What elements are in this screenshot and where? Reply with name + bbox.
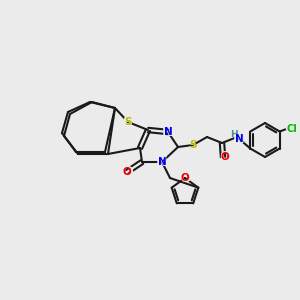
- Text: O: O: [181, 173, 189, 183]
- Text: H: H: [230, 130, 238, 139]
- Text: S: S: [188, 138, 198, 152]
- Text: Cl: Cl: [286, 124, 297, 134]
- Text: O: O: [219, 150, 231, 164]
- Text: S: S: [124, 117, 132, 127]
- Text: N: N: [158, 157, 166, 167]
- Text: O: O: [121, 165, 133, 179]
- Text: N: N: [233, 132, 245, 146]
- Text: O: O: [123, 167, 131, 177]
- Text: N: N: [164, 127, 172, 137]
- Text: O: O: [220, 152, 230, 162]
- Text: N: N: [235, 134, 243, 144]
- Text: Cl: Cl: [285, 122, 299, 135]
- Text: S: S: [123, 115, 133, 129]
- Text: N: N: [162, 125, 174, 139]
- Text: S: S: [189, 140, 197, 150]
- Text: H: H: [229, 128, 239, 140]
- Text: N: N: [156, 155, 168, 169]
- Text: O: O: [179, 171, 191, 185]
